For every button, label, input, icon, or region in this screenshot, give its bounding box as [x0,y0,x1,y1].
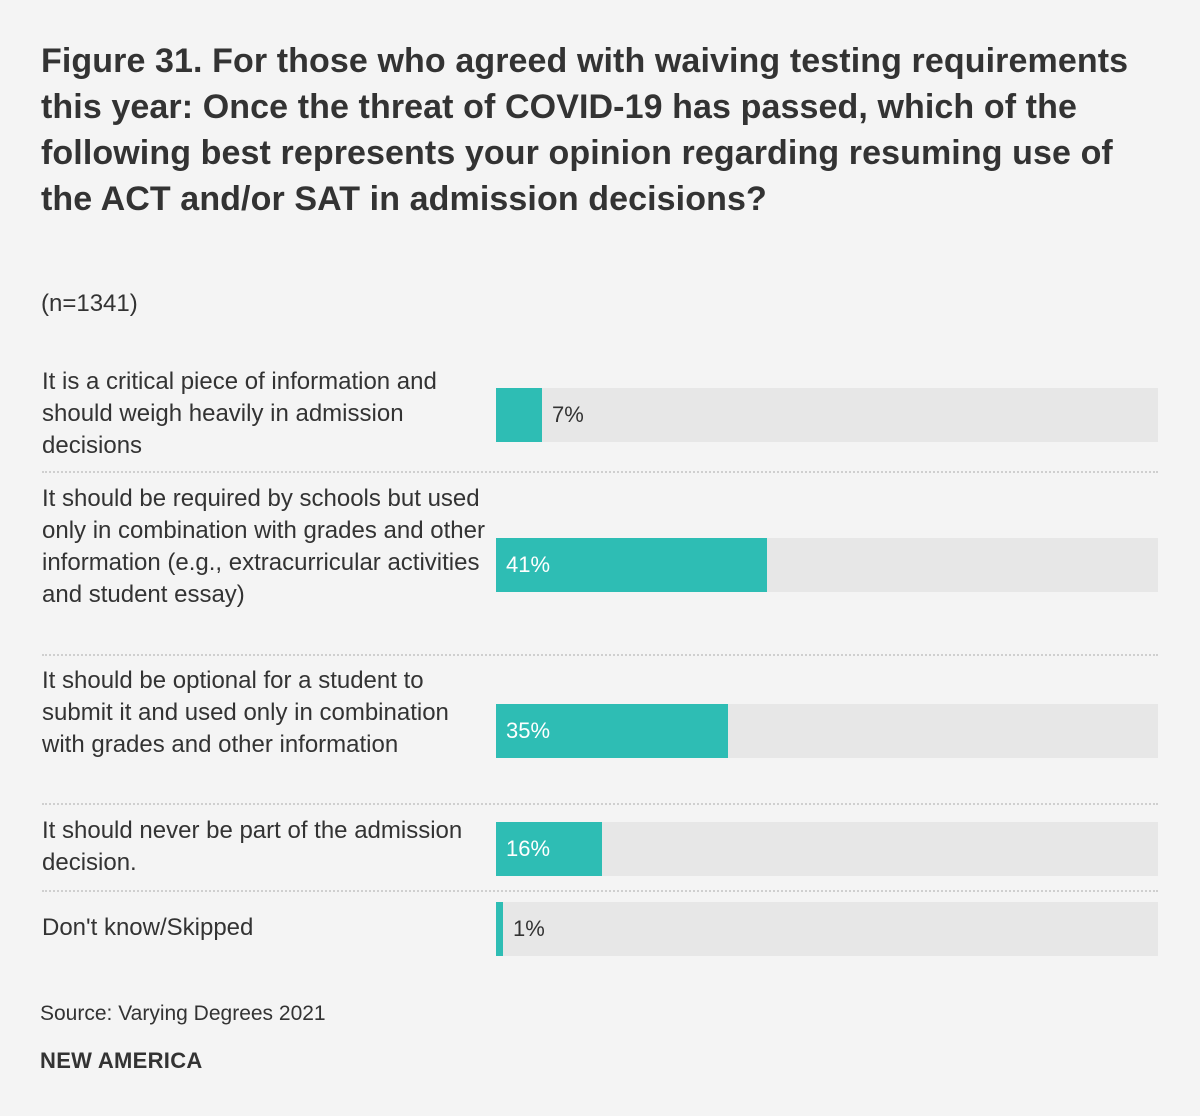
bar-track: 16% [496,822,1158,876]
bar [496,538,767,592]
source-note: Source: Varying Degrees 2021 [40,1002,326,1025]
bar [496,822,602,876]
bar-track: 7% [496,388,1158,442]
row-divider [42,654,1158,656]
brand-logo: NEW AMERICA [40,1048,203,1073]
bar-track: 1% [496,902,1158,956]
data-label: 35% [506,718,551,743]
row-divider [42,890,1158,892]
chart-title: Figure 31. For those who agreed with wai… [41,42,1129,218]
category-label: It should be required by schools but use… [42,485,485,608]
chart-subtitle: (n=1341) [41,290,138,317]
data-label: 41% [506,552,551,577]
data-label: 7% [552,402,584,427]
bar-track: 41% [496,538,1158,592]
bar-track: 35% [496,704,1158,758]
data-label: 16% [506,836,551,861]
bar [496,704,728,758]
category-label: Don't know/Skipped [42,914,254,941]
bar [496,902,503,956]
category-label: It should never be part of the admission… [42,817,463,876]
category-label: It should be optional for a student to s… [42,667,449,758]
data-label: 1% [513,916,545,941]
category-label: It is a critical piece of information an… [42,368,437,459]
row-divider [42,803,1158,805]
bar [496,388,542,442]
row-divider [42,471,1158,473]
